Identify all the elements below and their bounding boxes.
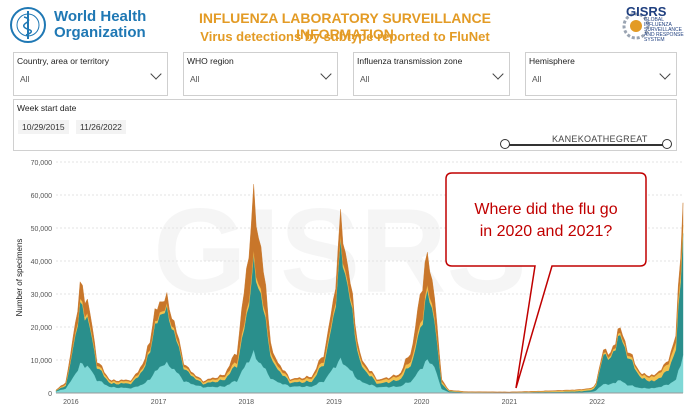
filter-country-label: Country, area or territory	[17, 56, 109, 66]
gisrs-logo-text: GISRS	[626, 4, 667, 19]
who-logo: World Health Organization	[8, 4, 168, 46]
x-tick-label: 2021	[502, 399, 518, 406]
filter-who-region[interactable]: WHO region All	[183, 52, 338, 96]
chevron-down-icon[interactable]	[320, 68, 332, 80]
y-tick-label: 0	[48, 391, 52, 398]
filter-hemisphere-label: Hemisphere	[529, 56, 575, 66]
end-date-input[interactable]: 11/26/2022	[76, 120, 126, 134]
y-tick-label: 10,000	[31, 358, 53, 365]
filter-transmission-zone-value: All	[360, 74, 370, 84]
date-range-slider-track[interactable]	[506, 144, 666, 146]
y-tick-label: 20,000	[31, 325, 53, 332]
week-start-date-label: Week start date	[17, 103, 77, 113]
filter-hemisphere[interactable]: Hemisphere All	[525, 52, 677, 96]
chevron-down-icon[interactable]	[150, 68, 162, 80]
week-start-date-filter: Week start date 10/29/2015 11/26/2022 KA…	[13, 99, 677, 151]
who-logo-text: World Health Organization	[54, 8, 147, 41]
x-tick-label: 2018	[239, 399, 255, 406]
gisrs-logo-subtext: GLOBAL INFLUENZA SURVEILLANCE AND RESPON…	[644, 17, 684, 43]
date-range-slider-end-handle[interactable]	[662, 139, 672, 149]
y-tick-label: 50,000	[31, 226, 53, 233]
x-tick-label: 2022	[589, 399, 605, 406]
filter-who-region-value: All	[190, 74, 200, 84]
who-emblem-icon	[10, 7, 46, 43]
y-tick-label: 60,000	[31, 193, 53, 200]
influenza-detections-chart: GISRS 010,00020,00030,00040,00050,00060,…	[15, 160, 684, 406]
filter-transmission-zone[interactable]: Influenza transmission zone All	[353, 52, 510, 96]
dashboard-subtitle: Virus detections by subtype reported to …	[200, 29, 490, 44]
callout-text-line1: Where did the flu go	[474, 201, 617, 218]
filter-country-value: All	[20, 74, 30, 84]
filter-country[interactable]: Country, area or territory All	[13, 52, 168, 96]
filter-hemisphere-value: All	[532, 74, 542, 84]
dashboard-title: INFLUENZA LABORATORY SURVEILLANCE INFORM…	[199, 10, 491, 42]
start-date-input[interactable]: 10/29/2015	[18, 120, 69, 134]
callout-bubble	[445, 172, 647, 389]
filter-transmission-zone-label: Influenza transmission zone	[357, 56, 463, 66]
y-tick-label: 70,000	[31, 160, 53, 167]
chevron-down-icon[interactable]	[659, 68, 671, 80]
x-tick-label: 2020	[414, 399, 430, 406]
user-watermark-text: KANEKOATHEGREAT	[552, 134, 648, 144]
callout-text-line2: in 2020 and 2021?	[480, 223, 613, 240]
chevron-down-icon[interactable]	[492, 68, 504, 80]
series-area-3	[55, 184, 684, 393]
y-tick-label: 40,000	[31, 259, 53, 266]
x-tick-label: 2019	[326, 399, 342, 406]
x-tick-label: 2016	[63, 399, 79, 406]
filter-who-region-label: WHO region	[187, 56, 234, 66]
date-range-slider-start-handle[interactable]	[500, 139, 510, 149]
gisrs-logo-icon	[622, 12, 650, 40]
y-axis-label: Number of specimens	[15, 239, 24, 317]
x-tick-label: 2017	[151, 399, 167, 406]
y-tick-label: 30,000	[31, 292, 53, 299]
